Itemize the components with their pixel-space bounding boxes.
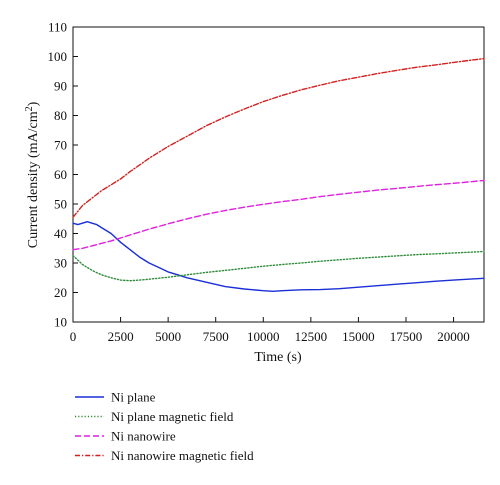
x-tick-label: 17500 bbox=[390, 329, 423, 344]
y-tick-label: 80 bbox=[54, 108, 67, 123]
x-tick-label: 2500 bbox=[108, 329, 134, 344]
series-line-1 bbox=[72, 221, 485, 292]
y-axis-title: Current density (mA/cm2) bbox=[24, 101, 41, 248]
x-axis: 0 2500 5000 7500 10000 12500 15000 17500 20000 bbox=[70, 317, 470, 344]
series-line-3 bbox=[72, 179, 485, 251]
y-axis-title-main: Current density (mA/cm bbox=[26, 111, 41, 248]
x-tick-label: 15000 bbox=[342, 329, 375, 344]
series-line-4 bbox=[72, 57, 485, 218]
x-tick-label: 5000 bbox=[155, 329, 181, 344]
y-tick-label: 30 bbox=[54, 256, 67, 271]
y-tick-label: 100 bbox=[48, 49, 68, 64]
plot-frame bbox=[72, 26, 485, 323]
x-tick-label: 20000 bbox=[437, 329, 470, 344]
legend: Ni plane Ni plane magnetic field Ni nanowi… bbox=[75, 390, 254, 463]
y-axis-title-sup: 2 bbox=[24, 106, 35, 111]
legend-label: Ni plane magnetic field bbox=[111, 409, 234, 424]
y-tick-label: 70 bbox=[54, 138, 67, 153]
y-tick-label: 20 bbox=[54, 285, 67, 300]
y-axis: 10 20 30 40 50 60 70 80 90 100 110 bbox=[48, 20, 78, 330]
y-tick-label: 60 bbox=[54, 167, 67, 182]
x-tick-label: 0 bbox=[70, 329, 77, 344]
x-axis-title: Time (s) bbox=[254, 350, 302, 365]
y-tick-label: 110 bbox=[48, 20, 67, 35]
x-tick-label: 10000 bbox=[247, 329, 280, 344]
legend-label: Ni nanowire magnetic field bbox=[111, 448, 254, 463]
series-line-2 bbox=[72, 250, 485, 282]
y-tick-label: 90 bbox=[54, 79, 67, 94]
y-tick-label: 50 bbox=[54, 197, 67, 212]
y-axis-title-close: ) bbox=[26, 101, 41, 106]
y-tick-label: 40 bbox=[54, 226, 67, 241]
y-tick-label: 10 bbox=[54, 315, 67, 330]
legend-label: Ni nanowire bbox=[111, 429, 176, 444]
series-lines bbox=[72, 57, 485, 292]
legend-label: Ni plane bbox=[111, 390, 156, 405]
x-tick-label: 12500 bbox=[295, 329, 328, 344]
x-tick-label: 7500 bbox=[203, 329, 229, 344]
